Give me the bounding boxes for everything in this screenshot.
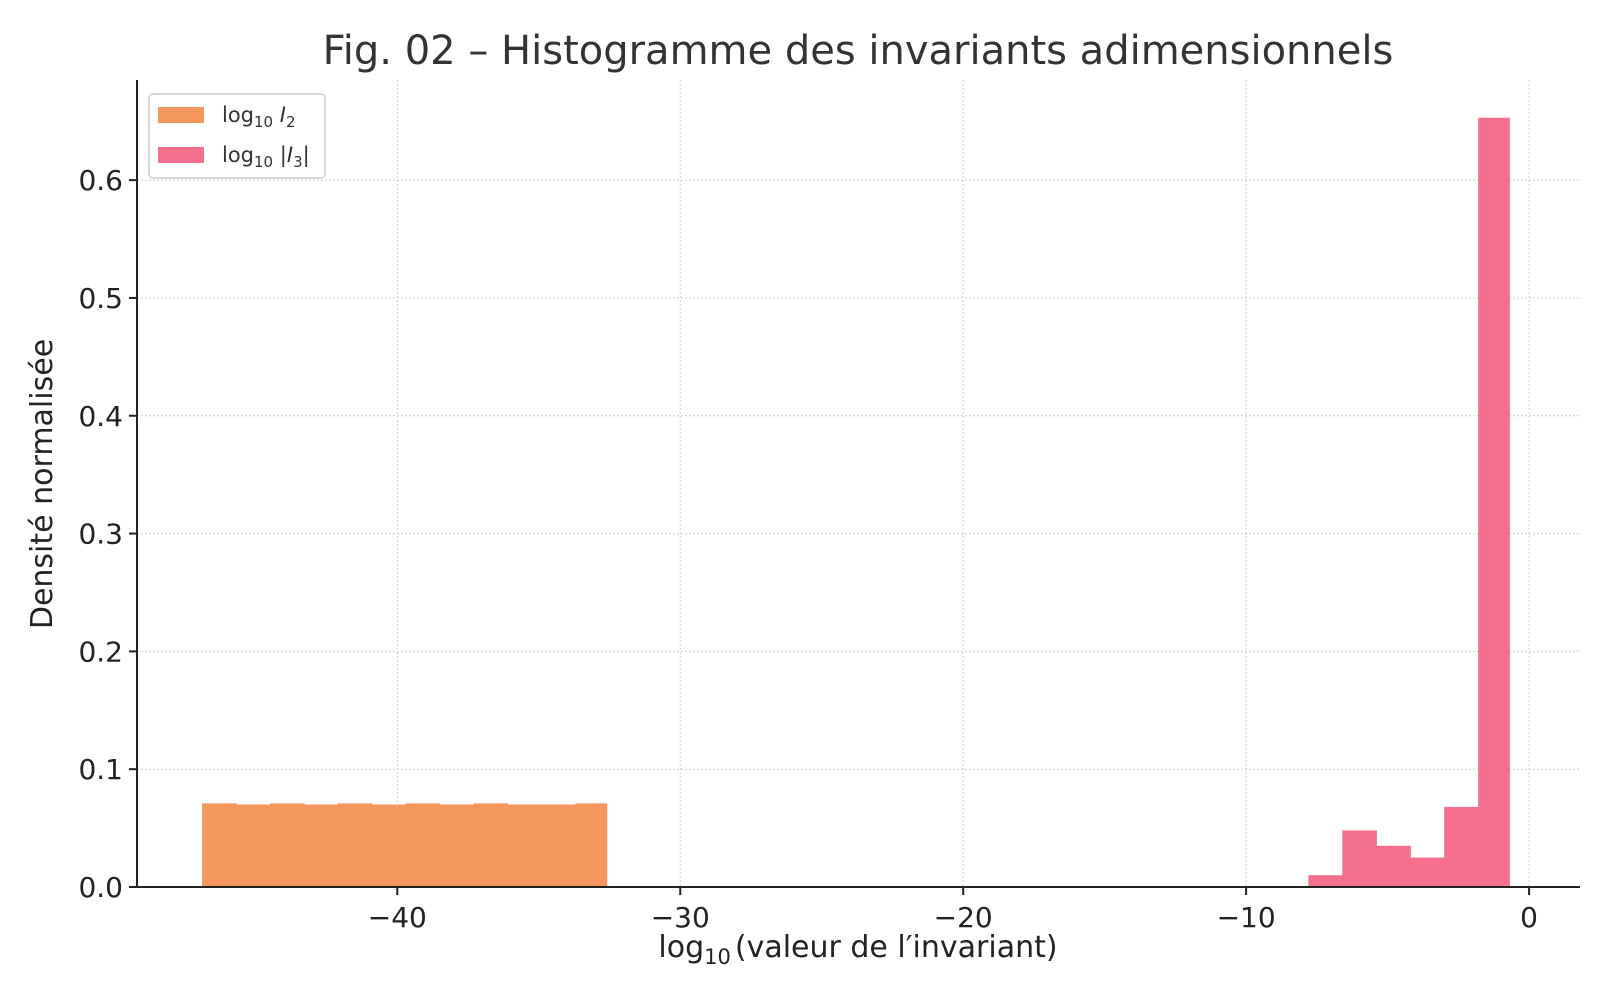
y-tick-label-1: 0.1 — [78, 753, 123, 786]
histogram-bar-s2-1 — [1308, 875, 1343, 887]
bars-layer — [202, 117, 1510, 887]
grid-layer — [137, 80, 1580, 887]
x-axis-label-rest: (valeur de l′invariant) — [735, 930, 1058, 965]
ticks-layer: −40 −30 −20 −10 0 0.0 0.1 0.2 0.3 0.4 0.5 0.6 — [78, 164, 1538, 934]
histogram-bar-s1-10 — [507, 804, 543, 887]
x-tick-label-4: 0 — [1520, 901, 1538, 934]
y-tick-label-6: 0.6 — [78, 164, 123, 197]
y-tick-label-0: 0.0 — [78, 871, 123, 904]
x-axis-label-log: log — [658, 930, 704, 965]
x-tick-label-2: −20 — [934, 901, 993, 934]
y-tick-label-4: 0.4 — [78, 400, 123, 433]
x-axis-label-sub: 10 — [704, 945, 731, 969]
histogram-bar-s2-2 — [1342, 830, 1377, 887]
y-tick-label-5: 0.5 — [78, 282, 123, 315]
legend: log10 I2 log10 |I3| — [148, 93, 326, 179]
histogram-bar-s1-4 — [303, 804, 339, 887]
histogram-bar-s1-11 — [541, 804, 577, 887]
x-tick-label-0: −40 — [368, 901, 427, 934]
chart-title: Fig. 02 – Histogramme des invariants adi… — [323, 28, 1394, 74]
histogram-bar-s1-2 — [236, 804, 271, 887]
histogram-bar-s2-5 — [1444, 806, 1479, 887]
y-axis-label: Densité normalisée — [25, 339, 60, 629]
legend-label-1: log10 I2 — [222, 103, 296, 131]
histogram-bar-s1-6 — [371, 804, 407, 887]
x-tick-label-3: −10 — [1217, 901, 1276, 934]
histogram-bar-s1-7 — [405, 803, 441, 887]
histogram-bar-s1-9 — [473, 803, 509, 887]
x-axis-label: log10 (valeur de l′invariant) — [658, 930, 1057, 969]
legend-swatch-2 — [158, 147, 204, 163]
histogram-bar-s1-5 — [337, 803, 373, 887]
histogram-bar-s1-3 — [269, 803, 305, 887]
histogram-bar-s1-1 — [202, 803, 237, 887]
legend-label-2: log10 |I3| — [222, 143, 310, 171]
histogram-bar-s1-8 — [439, 804, 475, 887]
histogram-bar-s1-12 — [575, 803, 608, 887]
legend-swatch-1 — [158, 107, 204, 123]
y-tick-label-3: 0.3 — [78, 518, 123, 551]
histogram-bar-s2-6 — [1478, 117, 1510, 887]
x-tick-label-1: −30 — [651, 901, 710, 934]
y-tick-label-2: 0.2 — [78, 635, 123, 668]
histogram-bar-s2-4 — [1410, 857, 1445, 887]
histogram-bar-s2-3 — [1376, 845, 1411, 887]
